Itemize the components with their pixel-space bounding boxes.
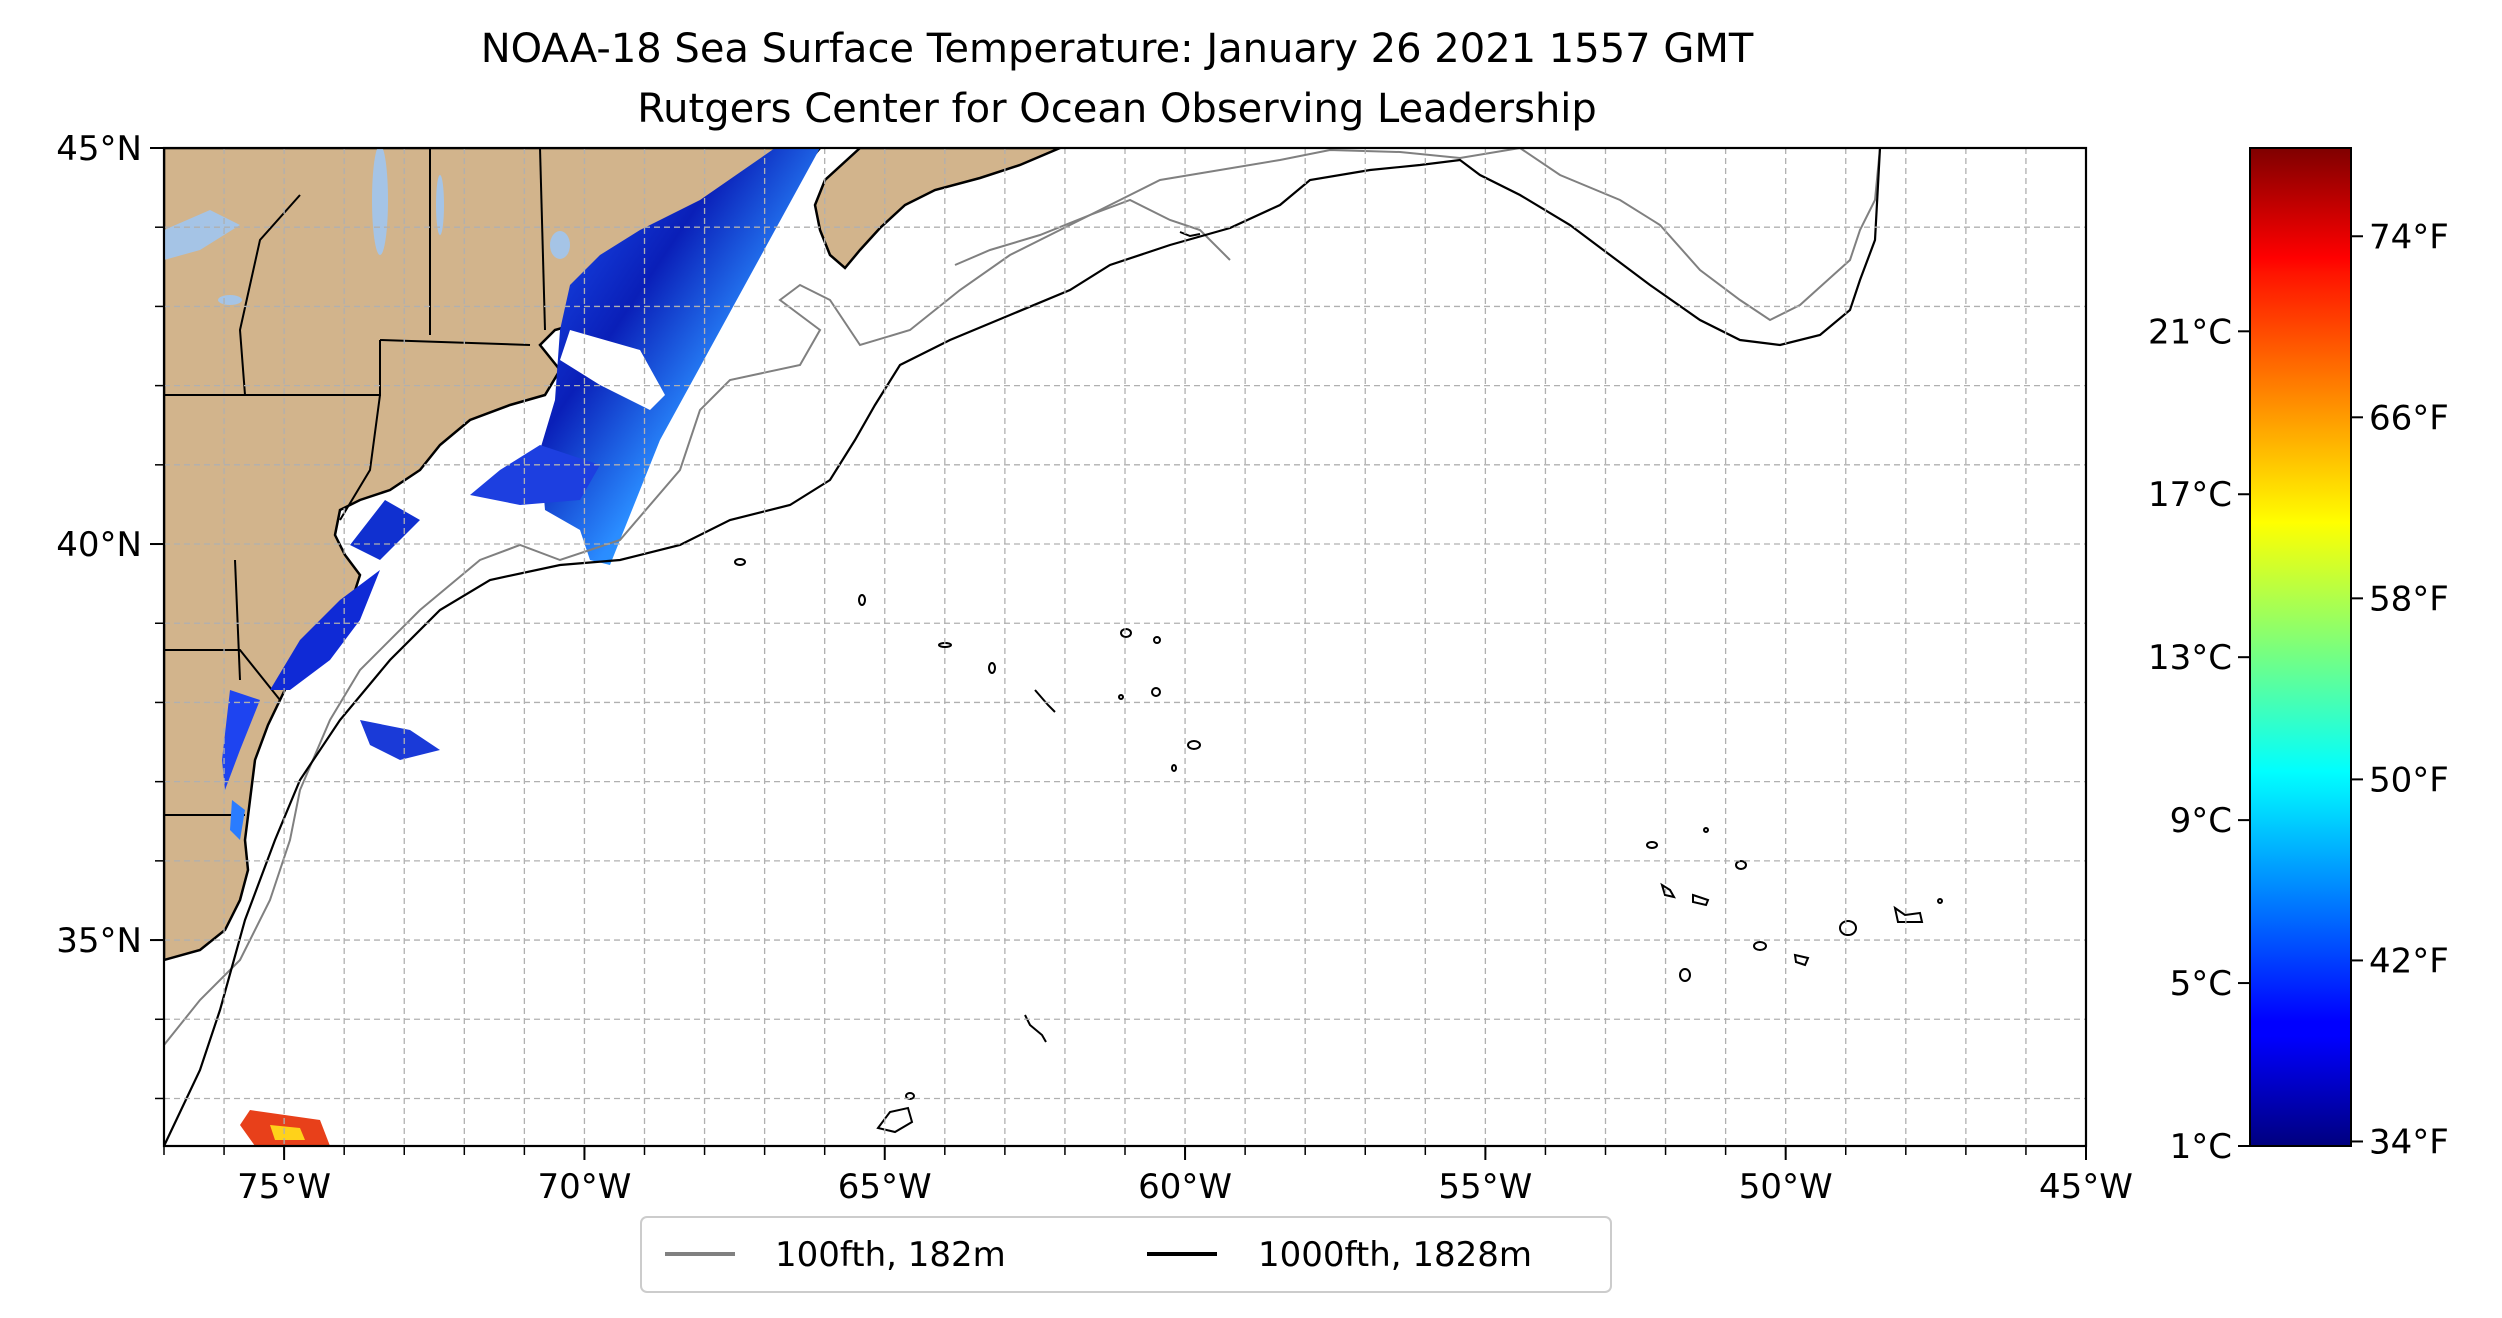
colorbar: 1°C 5°C 9°C 13°C 17°C 21°C 34°F 42°F 50°F 58°F 66… xyxy=(2148,147,2449,1167)
lat-tick-label: 40°N xyxy=(56,525,142,565)
colorbar-gradient xyxy=(2249,147,2352,1147)
lon-tick-label: 60°W xyxy=(1138,1167,1232,1207)
colorbar-celsius-label: 9°C xyxy=(2170,801,2232,841)
colorbar-celsius-label: 5°C xyxy=(2170,964,2232,1004)
isobath-100fth-inner xyxy=(954,198,1231,266)
lon-tick-labels: 75°W 70°W 65°W 60°W 55°W 50°W 45°W xyxy=(237,1167,2133,1207)
lon-tick-label: 70°W xyxy=(537,1167,631,1207)
sst-swath xyxy=(222,148,820,1146)
colorbar-fahrenheit-label: 34°F xyxy=(2369,1122,2449,1162)
lat-tick-label: 45°N xyxy=(56,129,142,169)
colorbar-celsius-label: 17°C xyxy=(2148,475,2232,515)
isobath-100fth xyxy=(164,148,1881,1046)
lon-tick-label: 45°W xyxy=(2039,1167,2133,1207)
map-tick-marks xyxy=(150,147,2087,1160)
colorbar-celsius-label: 13°C xyxy=(2148,638,2232,678)
land-canada-maritimes xyxy=(813,148,1061,270)
lat-tick-labels: 45°N 40°N 35°N xyxy=(56,129,142,961)
colorbar-fahrenheit-ticks: 34°F 42°F 50°F 58°F 66°F 74°F xyxy=(2351,217,2449,1162)
colorbar-fahrenheit-label: 58°F xyxy=(2369,579,2449,619)
colorbar-celsius-ticks: 1°C 5°C 9°C 13°C 17°C 21°C xyxy=(2148,312,2250,1167)
lon-tick-label: 75°W xyxy=(237,1167,331,1207)
lakes xyxy=(164,148,570,305)
legend-label-100fth: 100fth, 182m xyxy=(775,1235,1006,1275)
legend: 100fth, 182m 1000fth, 1828m xyxy=(640,1216,1612,1293)
lat-tick-label: 35°N xyxy=(56,921,142,961)
isobath-1000fth xyxy=(164,148,1882,1146)
lon-tick-label: 65°W xyxy=(838,1167,932,1207)
colorbar-fahrenheit-label: 42°F xyxy=(2369,941,2449,981)
colorbar-celsius-label: 21°C xyxy=(2148,312,2232,352)
title-line2: Rutgers Center for Ocean Observing Leade… xyxy=(637,86,1597,132)
legend-box xyxy=(640,1216,1612,1293)
map-panel: 75°W 70°W 65°W 60°W 55°W 50°W 45°W 45°N 40°N 35°… xyxy=(56,129,2133,1207)
lon-tick-label: 50°W xyxy=(1739,1167,1833,1207)
colorbar-celsius-label: 1°C xyxy=(2170,1127,2232,1167)
colorbar-fahrenheit-label: 74°F xyxy=(2369,217,2449,257)
colorbar-fahrenheit-label: 50°F xyxy=(2369,760,2449,800)
lon-tick-label: 55°W xyxy=(1438,1167,1532,1207)
title-line1: NOAA-18 Sea Surface Temperature: January… xyxy=(481,26,1754,72)
colorbar-fahrenheit-label: 66°F xyxy=(2369,398,2449,438)
legend-label-1000fth: 1000fth, 1828m xyxy=(1258,1235,1532,1275)
